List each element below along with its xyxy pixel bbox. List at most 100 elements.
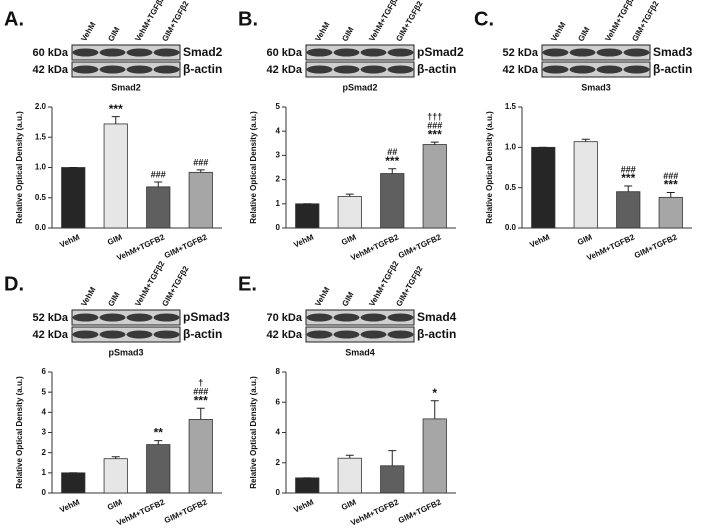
band-size: 70 kDa (267, 312, 303, 324)
significance: † (198, 378, 203, 388)
lane-label: GIM+TGFβ2 (160, 0, 191, 43)
blot-band (569, 48, 596, 57)
bar (337, 196, 362, 229)
x-tick-label: VehM (58, 232, 81, 249)
error-bar (388, 450, 397, 466)
y-tick-label: 0 (42, 488, 47, 497)
bar (188, 171, 213, 229)
blot-band (153, 313, 180, 322)
error-bar (196, 407, 205, 420)
blot-band (72, 313, 99, 322)
blot-band (542, 65, 569, 74)
y-tick-label: 4 (276, 428, 281, 437)
error-bar (430, 400, 439, 419)
y-tick-label: 8 (276, 367, 281, 376)
lane-label: GIM+TGFβ2 (630, 0, 661, 43)
lane-label: GIM (106, 290, 122, 308)
x-tick-label: GIM (106, 232, 124, 247)
bar (103, 458, 128, 494)
blot-band (126, 330, 153, 339)
blot-band (153, 65, 180, 74)
lane-label: VehM (313, 20, 331, 43)
y-tick-label: 0.0 (505, 223, 517, 232)
blot-strip (541, 44, 651, 61)
bar (531, 146, 556, 229)
band-protein: pSmad3 (183, 310, 230, 324)
blot-band (126, 313, 153, 322)
blot-band (360, 65, 387, 74)
y-tick-label: 2 (276, 458, 281, 467)
band-protein: β-actin (183, 327, 222, 341)
y-tick-label: 0 (276, 488, 281, 497)
band-protein: Smad2 (183, 45, 223, 59)
y-tick-label: 4 (42, 407, 47, 416)
blot-band (72, 65, 99, 74)
x-tick-label: VehM+TGFB2 (115, 232, 166, 262)
band-size: 52 kDa (503, 47, 539, 59)
bar (61, 472, 86, 494)
y-tick-label: 2.0 (35, 102, 47, 111)
band-protein: Smad4 (417, 310, 457, 324)
y-tick-label: 1.5 (505, 102, 517, 111)
blot-strip (305, 326, 415, 343)
y-tick-label: 0 (276, 223, 281, 232)
band-protein: Smad3 (653, 45, 693, 59)
bar (337, 457, 362, 494)
x-tick-label: VehM+TGFB2 (585, 232, 636, 262)
blot-band (387, 48, 414, 57)
y-axis-title: Relative Optical Density (a.u.) (249, 111, 258, 224)
lane-label: VehM (549, 20, 567, 43)
blot-band (306, 313, 333, 322)
panel-label: C. (474, 8, 494, 30)
y-tick-label: 0.5 (505, 183, 517, 192)
bar (380, 465, 405, 494)
significance: * (432, 386, 437, 400)
bar (380, 173, 405, 229)
y-tick-label: 5 (276, 102, 281, 111)
blot-band (306, 65, 333, 74)
lane-label: GIM+TGFβ2 (394, 264, 425, 308)
blot-band (542, 48, 569, 57)
lane-label: GIM (576, 25, 592, 43)
blot-band (72, 48, 99, 57)
band-size: 42 kDa (267, 329, 303, 341)
blot-band (99, 330, 126, 339)
band-size: 60 kDa (267, 47, 303, 59)
significance: *** (621, 171, 635, 185)
y-tick-label: 4 (276, 126, 281, 135)
bar (61, 167, 86, 229)
panel-label: E. (238, 273, 257, 295)
y-tick-label: 1.0 (505, 142, 517, 151)
blot-strip (71, 309, 181, 326)
x-tick-label: GIM (340, 497, 358, 512)
y-axis-title: Relative Optical Density (a.u.) (15, 376, 24, 489)
significance: *** (664, 178, 678, 192)
significance: ††† (427, 111, 442, 121)
x-tick-label: VehM (528, 232, 551, 249)
significance: ### (193, 387, 208, 397)
bar (573, 141, 598, 229)
x-tick-label: VehM (292, 497, 315, 514)
significance: *** (428, 127, 442, 141)
error-bar (196, 169, 205, 173)
band-size: 42 kDa (503, 64, 539, 76)
error-bar (345, 193, 354, 197)
y-tick-label: 2 (42, 448, 47, 457)
blot-band (333, 48, 360, 57)
significance: *** (109, 102, 123, 116)
blot-strip (71, 61, 181, 78)
y-tick-label: 6 (42, 367, 47, 376)
band-protein: β-actin (417, 62, 456, 76)
blot-band (623, 65, 650, 74)
lane-label: GIM (340, 290, 356, 308)
bar (295, 203, 320, 229)
error-bar (154, 181, 163, 187)
lane-label: GIM+TGFβ2 (394, 0, 425, 43)
y-tick-label: 6 (276, 397, 281, 406)
error-bar (111, 116, 120, 124)
